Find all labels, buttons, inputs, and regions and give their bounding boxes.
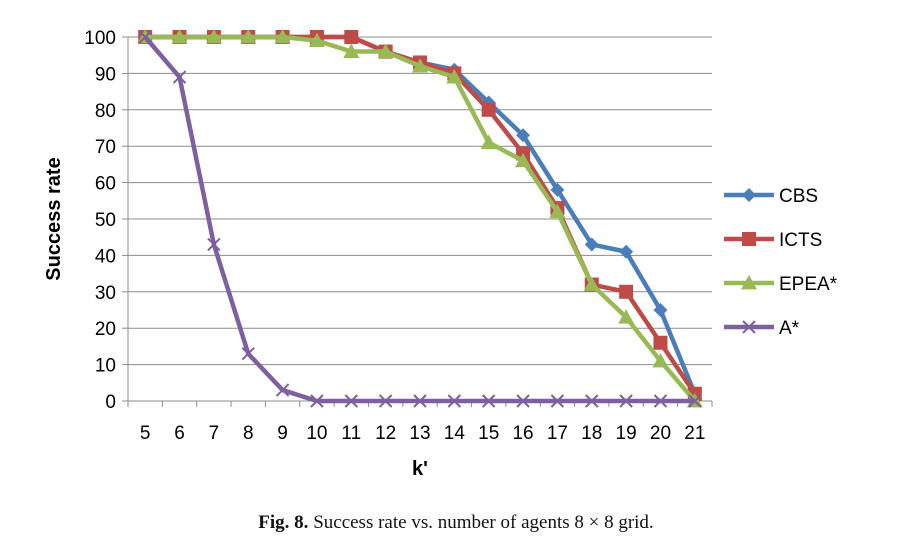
grid-lines (128, 36, 712, 402)
data-point-A*-9 (275, 383, 290, 397)
data-point-CBS-16 (516, 128, 531, 143)
y-tick-label-40: 40 (95, 246, 116, 267)
data-point-EPEA*-15 (480, 134, 497, 149)
x-axis-title: k' (412, 458, 428, 480)
figure-caption: Fig. 8. Success rate vs. number of agent… (0, 512, 912, 534)
x-tick-label-15: 15 (478, 423, 499, 444)
series-CBS (138, 30, 702, 401)
legend-marker-EPEA* (741, 275, 757, 290)
data-point-EPEA*-19 (618, 309, 635, 324)
data-point-A*-12 (378, 394, 393, 408)
data-point-ICTS-20 (653, 335, 668, 350)
data-point-EPEA*-11 (343, 43, 360, 58)
legend-item-EPEA*: EPEA* (724, 274, 838, 295)
x-tick-label-8: 8 (243, 423, 254, 444)
y-tick-label-20: 20 (95, 319, 116, 340)
data-point-CBS-18 (584, 237, 599, 252)
data-point-EPEA*-16 (515, 152, 532, 168)
data-point-ICTS-19 (619, 284, 634, 299)
y-tick-label-60: 60 (95, 174, 116, 195)
y-tick-label-70: 70 (95, 137, 116, 158)
data-point-A*-5 (138, 30, 152, 44)
data-point-A*-7 (207, 237, 221, 252)
data-point-EPEA*-13 (412, 58, 428, 73)
x-tick-label-5: 5 (140, 423, 151, 444)
series-line-ICTS (145, 34, 697, 395)
line-chart: 0 10 20 30 40 50 60 70 80 90 100 5 6 7 8 9 10 11 12 13 14 15… (43, 28, 838, 480)
legend-label-CBS: CBS (779, 186, 818, 207)
data-point-A*-17 (550, 394, 565, 408)
x-tick-label-16: 16 (512, 423, 533, 444)
x-tick-label-14: 14 (444, 423, 466, 444)
y-tick-label-80: 80 (95, 101, 116, 122)
data-point-EPEA*-18 (583, 276, 600, 291)
y-tick-label-0: 0 (105, 392, 116, 413)
x-tick-label-9: 9 (277, 423, 288, 444)
y-tick-label-50: 50 (95, 210, 116, 231)
data-point-A*-6 (172, 70, 187, 84)
data-point-CBS-19 (619, 244, 634, 259)
legend-marker-CBS (742, 188, 756, 202)
data-point-A*-21 (688, 394, 702, 408)
data-point-A*-15 (481, 394, 496, 408)
x-tick-label-6: 6 (174, 423, 185, 444)
data-point-ICTS-11 (344, 30, 359, 44)
data-point-A*-10 (310, 394, 324, 408)
legend-item-CBS: CBS (724, 186, 818, 207)
x-tick-label-12: 12 (375, 423, 396, 444)
data-point-EPEA*-10 (308, 32, 325, 48)
data-point-A*-13 (413, 394, 427, 408)
data-point-CBS-17 (550, 182, 565, 197)
legend-label-ICTS: ICTS (779, 230, 822, 251)
data-point-EPEA*-14 (446, 69, 463, 84)
data-point-EPEA*-9 (274, 29, 291, 44)
legend-item-ICTS: ICTS (724, 230, 822, 251)
data-point-ICTS-15 (481, 102, 496, 117)
y-tick-label-90: 90 (95, 64, 116, 85)
series-A* (138, 30, 702, 408)
data-point-EPEA*-7 (205, 29, 222, 44)
legend-marker-ICTS (742, 232, 756, 246)
legend: CBS ICTS EPEA* A* (724, 186, 838, 339)
x-tick-label-10: 10 (306, 423, 327, 444)
x-tick-label-11: 11 (341, 423, 361, 444)
data-point-CBS-20 (653, 303, 668, 317)
data-point-A*-16 (516, 394, 530, 408)
legend-label-A*: A* (779, 318, 800, 339)
data-point-A*-11 (344, 394, 359, 408)
legend-label-EPEA*: EPEA* (779, 274, 838, 295)
series-group (137, 29, 703, 408)
data-point-EPEA*-20 (652, 352, 669, 368)
y-tick-labels: 0 10 20 30 40 50 60 70 80 90 100 (84, 28, 116, 413)
data-point-A*-18 (585, 394, 599, 408)
y-tick-label-100: 100 (84, 28, 116, 49)
x-tick-label-18: 18 (581, 423, 602, 444)
x-tick-label-19: 19 (616, 423, 637, 444)
x-tick-labels: 5 6 7 8 9 10 11 12 13 14 15 16 17 18 19 20 21 (140, 423, 706, 444)
y-axis-title: Success rate (43, 157, 65, 280)
data-point-EPEA*-8 (240, 29, 257, 44)
series-EPEA* (137, 29, 703, 408)
data-point-A*-14 (447, 394, 462, 408)
data-point-EPEA*-17 (549, 203, 566, 219)
figure-label: Fig. 8. (258, 512, 309, 533)
data-point-A*-8 (241, 346, 255, 361)
x-tick-label-21: 21 (684, 423, 705, 444)
x-tick-label-17: 17 (547, 423, 568, 444)
data-point-A*-19 (619, 394, 633, 408)
legend-item-A*: A* (724, 318, 800, 339)
legend-marker-A* (742, 320, 756, 334)
series-ICTS (138, 30, 702, 401)
x-tick-label-20: 20 (650, 423, 671, 444)
data-point-EPEA*-12 (377, 43, 394, 58)
data-point-EPEA*-6 (171, 29, 188, 44)
figure-caption-text: Success rate vs. number of agents 8 × 8 … (313, 512, 654, 533)
x-tick-label-13: 13 (409, 423, 430, 444)
series-line-CBS (145, 34, 697, 395)
data-point-A*-20 (653, 394, 668, 408)
y-tick-label-30: 30 (95, 283, 116, 304)
x-tick-label-7: 7 (209, 423, 220, 444)
y-tick-label-10: 10 (95, 356, 116, 377)
